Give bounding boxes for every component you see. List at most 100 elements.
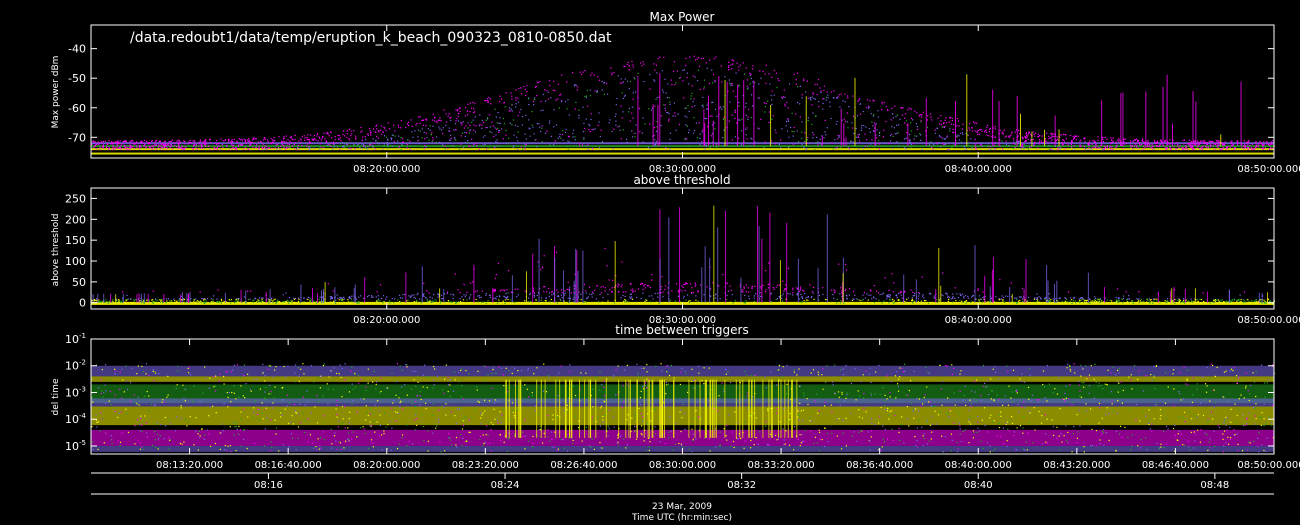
- max-power-point: [980, 144, 982, 146]
- above-threshold-point: [1048, 297, 1051, 299]
- above-threshold-point: [655, 301, 658, 304]
- del-time-point: [1137, 445, 1139, 447]
- max-power-point: [214, 142, 216, 144]
- max-power-point: [514, 124, 517, 126]
- above-threshold-point: [510, 299, 512, 301]
- max-power-point: [698, 57, 700, 59]
- max-power-point: [751, 138, 753, 140]
- max-power-point: [1135, 143, 1137, 145]
- max-power-point: [500, 98, 503, 100]
- max-power-point: [723, 117, 725, 119]
- max-power-point: [375, 125, 377, 127]
- above-threshold-point: [1214, 298, 1217, 301]
- max-power-point: [775, 72, 778, 74]
- above-threshold-point: [493, 288, 496, 290]
- max-power-point: [154, 141, 156, 144]
- max-power-point: [130, 146, 132, 149]
- above-threshold-point: [376, 291, 378, 293]
- max-power-point: [1040, 142, 1043, 144]
- above-threshold-point: [1268, 298, 1270, 300]
- max-power-point: [938, 123, 941, 125]
- max-power-point: [279, 148, 281, 150]
- del-time-point: [432, 432, 434, 434]
- max-power-point: [361, 130, 363, 132]
- max-power-point: [423, 147, 426, 150]
- above-threshold-point: [217, 289, 219, 291]
- max-power-point: [503, 123, 506, 125]
- max-power-point: [764, 73, 766, 75]
- max-power-point: [526, 90, 528, 93]
- above-threshold-point: [989, 301, 991, 303]
- max-power-point: [909, 142, 911, 144]
- above-threshold-point: [782, 300, 784, 302]
- del-time-point: [908, 425, 910, 427]
- above-threshold-point: [695, 299, 697, 301]
- above-threshold-point: [203, 299, 205, 301]
- max-power-point: [491, 132, 493, 134]
- max-power-point: [749, 72, 751, 74]
- above-threshold-point: [913, 300, 915, 302]
- max-power-point: [1133, 140, 1135, 142]
- max-power-point: [421, 128, 423, 130]
- del-time-point: [581, 440, 583, 442]
- max-power-point: [592, 148, 594, 150]
- max-power-point: [829, 105, 831, 108]
- max-power-point: [99, 148, 101, 151]
- above-threshold-point: [602, 285, 604, 288]
- above-threshold-point: [121, 291, 124, 293]
- max-power-point: [689, 56, 691, 58]
- max-power-point: [323, 147, 325, 149]
- del-time-point: [356, 436, 358, 438]
- above-threshold-point: [95, 298, 98, 300]
- max-power-point: [147, 142, 149, 144]
- max-power-point: [796, 86, 799, 88]
- above-threshold-point: [237, 300, 239, 302]
- max-power-point: [902, 107, 904, 109]
- max-power-point: [1234, 147, 1236, 149]
- max-power-point: [1022, 143, 1024, 145]
- max-power-point: [819, 138, 821, 140]
- above-threshold-point: [425, 297, 427, 299]
- del-time-point: [1004, 395, 1006, 397]
- above-threshold-point: [1203, 301, 1205, 303]
- above-threshold-point: [351, 300, 353, 303]
- max-power-point: [342, 142, 344, 144]
- above-threshold-point: [249, 298, 251, 300]
- max-power-point: [118, 142, 121, 144]
- max-power-point: [313, 134, 315, 137]
- max-power-point: [481, 127, 483, 129]
- del-time-point: [792, 449, 795, 451]
- del-time-point: [401, 437, 403, 439]
- above-threshold-point: [343, 296, 345, 298]
- above-threshold-point: [1193, 300, 1195, 302]
- above-threshold-point: [892, 291, 894, 293]
- max-power-point: [1064, 147, 1066, 150]
- max-power-point: [936, 142, 938, 144]
- above-threshold-point: [563, 294, 566, 296]
- above-threshold-point: [505, 292, 507, 295]
- above-threshold-point: [787, 292, 789, 295]
- max-power-point: [350, 135, 352, 137]
- max-power-point: [771, 103, 773, 106]
- max-power-point: [469, 129, 472, 131]
- max-power-point: [795, 113, 797, 115]
- max-power-point: [636, 75, 639, 78]
- max-power-point: [1188, 139, 1191, 141]
- max-power-point: [248, 139, 250, 142]
- max-power-point: [258, 147, 260, 149]
- max-power-point: [1109, 146, 1111, 149]
- max-power-point: [439, 119, 441, 121]
- above-threshold-point: [839, 293, 841, 295]
- max-power-point: [232, 144, 235, 147]
- above-threshold-ytick-label: 200: [65, 213, 86, 226]
- above-threshold-point: [309, 300, 311, 302]
- del-time-point: [531, 392, 533, 394]
- max-power-point: [418, 116, 420, 118]
- del-time-point: [566, 404, 569, 406]
- max-power-point: [919, 134, 922, 136]
- max-power-point: [711, 115, 713, 117]
- max-power-point: [448, 127, 450, 129]
- above-threshold-point: [1077, 302, 1079, 304]
- max-power-point: [693, 98, 695, 100]
- above-threshold-point: [408, 295, 410, 297]
